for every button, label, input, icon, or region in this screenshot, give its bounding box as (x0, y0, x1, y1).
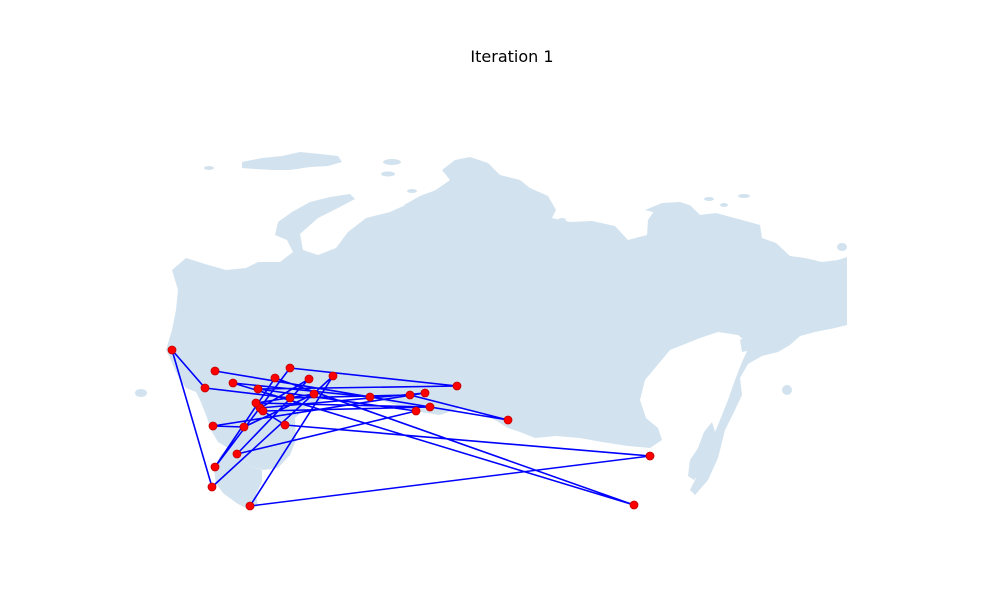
city-point-4 (405, 390, 415, 400)
landmass (135, 152, 847, 510)
city-point-6 (210, 366, 220, 376)
city-point-5 (503, 415, 513, 425)
city-point-11 (210, 462, 220, 472)
city-point-17 (304, 374, 314, 384)
landmass-east-islands (688, 334, 760, 480)
city-point-25 (258, 406, 268, 416)
city-point-8 (228, 378, 238, 388)
city-point-1 (167, 345, 177, 355)
city-point-15 (411, 406, 421, 416)
city-point-23 (251, 398, 261, 408)
city-point-10 (270, 373, 280, 383)
landmass-arctic-2 (404, 186, 458, 208)
city-point-26 (280, 420, 290, 430)
landmass-arctic-3 (645, 202, 692, 214)
city-point-24 (425, 402, 435, 412)
plot-title: Iteration 1 (470, 47, 554, 66)
city-point-28 (245, 501, 255, 511)
city-point-14 (253, 384, 263, 394)
city-point-2 (200, 383, 210, 393)
points-layer (167, 345, 655, 511)
city-point-3 (285, 393, 295, 403)
landmass-south (214, 448, 262, 510)
landmass-arctic-1 (242, 152, 342, 170)
city-point-7 (365, 392, 375, 402)
city-point-9 (629, 500, 639, 510)
city-point-19 (420, 388, 430, 398)
city-point-27 (645, 451, 655, 461)
city-point-16 (232, 449, 242, 459)
city-point-20 (208, 421, 218, 431)
city-point-30 (207, 482, 217, 492)
city-point-13 (452, 381, 462, 391)
city-point-22 (309, 389, 319, 399)
city-point-29 (328, 371, 338, 381)
city-point-21 (239, 422, 249, 432)
city-point-12 (285, 363, 295, 373)
landmass-main (166, 157, 847, 495)
